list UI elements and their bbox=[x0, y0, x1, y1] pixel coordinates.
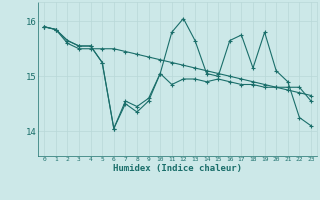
X-axis label: Humidex (Indice chaleur): Humidex (Indice chaleur) bbox=[113, 164, 242, 173]
